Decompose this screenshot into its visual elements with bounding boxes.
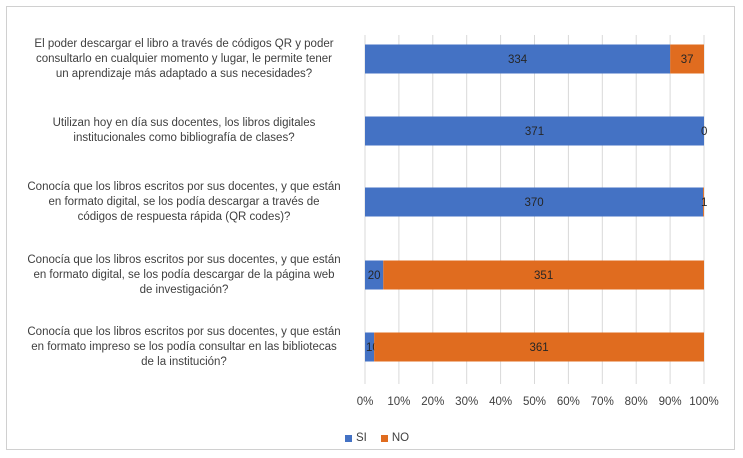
data-label-no-3: 351 <box>534 270 553 282</box>
x-tick-label-5: 50% <box>523 396 546 408</box>
data-label-no-1: 0 <box>701 126 707 138</box>
x-tick-label-3: 30% <box>455 396 478 408</box>
legend-swatch-si <box>345 434 352 442</box>
x-tick-label-7: 70% <box>591 396 614 408</box>
data-label-no-4: 361 <box>529 342 548 354</box>
category-label-1: Utilizan hoy en día sus docentes, los li… <box>52 117 316 144</box>
bar-no-3 <box>383 260 704 290</box>
data-label-no-0: 37 <box>681 54 694 66</box>
x-tick-label-10: 100% <box>689 396 718 408</box>
data-label-si-0: 334 <box>508 54 528 66</box>
x-tick-label-4: 40% <box>489 396 512 408</box>
category-label-4: Conocía que los libros escritos por sus … <box>27 325 341 368</box>
bar-si-0 <box>365 44 671 74</box>
bar-no-0 <box>670 44 704 74</box>
legend: SI NO <box>345 432 423 444</box>
bar-si-4 <box>365 332 375 362</box>
bar-si-2 <box>365 187 704 217</box>
legend-label-no: NO <box>391 432 410 444</box>
bar-si-1 <box>365 116 704 146</box>
category-label-2: Conocía que los libros escritos por sus … <box>27 180 341 223</box>
chart-frame: 0% 10% 20% 30% 40% 50% 60% 70% 80% 90% 100% 334 37 37… <box>6 6 735 450</box>
legend-item-no: NO <box>380 432 410 444</box>
bar-si-3 <box>365 260 384 290</box>
x-tick-label-2: 20% <box>421 396 444 408</box>
bar-no-4 <box>374 332 704 362</box>
legend-label-si: SI <box>356 432 367 444</box>
data-label-si-1: 371 <box>525 126 544 138</box>
bar-no-2 <box>703 187 704 217</box>
x-tick-label-8: 80% <box>625 396 648 408</box>
category-label-3: Conocía que los libros escritos por sus … <box>27 253 341 296</box>
x-tick-label-6: 60% <box>557 396 580 408</box>
legend-swatch-no <box>380 434 388 442</box>
data-label-si-2: 370 <box>524 197 543 209</box>
x-tick-label-1: 10% <box>387 396 410 408</box>
legend-item-si: SI <box>345 432 367 444</box>
stacked-bar-chart: 0% 10% 20% 30% 40% 50% 60% 70% 80% 90% 100% 334 37 37… <box>357 35 719 408</box>
x-tick-label-0: 0% <box>357 396 374 408</box>
category-label-0: El poder descargar el libro a través de … <box>34 37 334 80</box>
x-tick-label-9: 90% <box>659 396 682 408</box>
data-label-no-2: 1 <box>701 197 707 209</box>
data-label-si-3: 20 <box>368 270 381 282</box>
